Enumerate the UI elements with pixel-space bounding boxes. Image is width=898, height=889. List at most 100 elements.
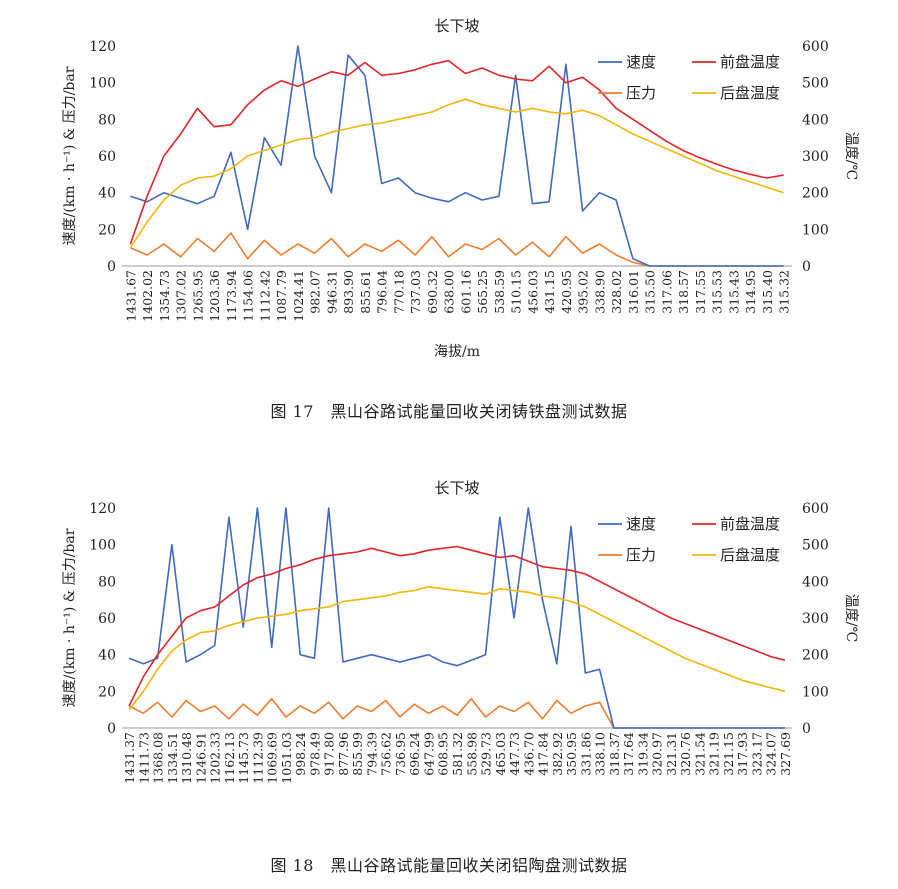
chart18-x-tick-label: 756.62 [379, 732, 394, 776]
chart18-right-tick-label: 100 [802, 684, 829, 700]
chart17-x-tick-label: 316.01 [626, 270, 641, 314]
chart18-x-tick-label: 317.64 [621, 732, 636, 776]
chart-18: 长下坡 0 20 40 60 80 100 120 0 100 200 300 400 500 600 速度/… [62, 479, 859, 784]
chart18-legend-label: 速度 [626, 515, 656, 533]
chart17-legend-label: 后盘温度 [720, 84, 780, 102]
chart18-x-tick-label: 317.93 [735, 732, 750, 776]
chart18-x-tick-label: 1368.08 [151, 732, 166, 784]
chart17-x-tick-label: 737.03 [408, 270, 423, 314]
chart18-series-front-temp-line [128, 545, 786, 707]
chart18-series-pressure-line [128, 697, 785, 729]
chart18-left-tick-label: 40 [98, 648, 116, 664]
chart18-x-tick-label: 321.54 [692, 732, 707, 776]
chart18-left-tick-label: 60 [98, 611, 116, 627]
chart18-x-tick-label: 998.24 [293, 732, 308, 776]
chart-17: 长下坡 0 20 40 60 80 100 120 0 100 200 300 400 500 600 速度/… [62, 17, 859, 360]
chart18-x-tick-label: 1202.33 [208, 732, 223, 784]
chart17-x-tick-label: 638.00 [442, 270, 457, 314]
chart18-left-tick-label: 120 [89, 501, 116, 517]
chart18-right-tick-label: 400 [802, 574, 829, 590]
chart17-right-tick-label: 400 [802, 112, 829, 128]
chart17-left-tick-label: 80 [98, 112, 116, 128]
chart17-x-tick-label: 315.50 [643, 270, 658, 314]
chart18-x-tick-label: 323.17 [749, 732, 764, 776]
chart17-left-tick-label: 100 [89, 76, 116, 92]
chart17-left-axis-label: 速度/(km · h⁻¹) & 压力/bar [62, 66, 78, 245]
chart18-left-tick-label: 100 [89, 538, 116, 554]
chart17-x-tick-label: 982.07 [308, 270, 323, 314]
chart18-title: 长下坡 [434, 479, 479, 497]
chart18-right-tick-label: 600 [802, 501, 829, 517]
chart17-x-tick-label: 1354.73 [157, 270, 172, 322]
chart17-x-tick-label: 946.31 [324, 270, 339, 314]
chart17-series-rear-temp-line [129, 98, 784, 249]
chart17-left-tick-label: 60 [98, 149, 116, 165]
chart17-x-tick-label: 1087.79 [274, 270, 289, 322]
chart18-x-tick-label: 1162.13 [222, 732, 237, 784]
chart18-x-tick-label: 318.37 [607, 732, 622, 776]
chart18-x-tick-label: 327.69 [778, 732, 793, 776]
chart18-left-tick-label: 0 [107, 721, 116, 737]
chart18-x-tick-label: 647.99 [421, 732, 436, 776]
chart17-x-tick-label: 1265.95 [190, 270, 205, 322]
chart18-x-tick-label: 321.15 [721, 732, 736, 776]
chart18-x-tick-label: 978.49 [307, 732, 322, 776]
chart18-left-tick-label: 20 [98, 684, 116, 700]
chart18-x-tick-label: 1431.37 [122, 732, 137, 784]
chart17-left-tick-label: 20 [98, 222, 116, 238]
chart17-x-tick-label: 538.59 [492, 270, 507, 314]
chart18-x-tick-label: 436.70 [521, 732, 536, 776]
chart17-x-tick-label: 395.02 [576, 270, 591, 314]
chart18-x-tick-label: 1334.51 [165, 732, 180, 784]
chart17-series-pressure-line [130, 232, 784, 267]
chart18-x-tick-label: 1411.73 [136, 732, 151, 784]
chart18-x-tick-label: 794.39 [364, 732, 379, 776]
chart18-x-tick-label: 1069.69 [265, 732, 280, 784]
chart17-x-tick-label: 690.32 [425, 270, 440, 314]
figure-17: 长下坡 0 20 40 60 80 100 120 0 100 200 300 400 500 600 速度/… [0, 0, 898, 382]
chart17-x-tick-label: 314.95 [743, 270, 758, 314]
chart18-x-tick-label: 696.24 [407, 732, 422, 776]
chart17-left-tick-label: 0 [107, 259, 116, 275]
chart18-legend-label: 前盘温度 [720, 515, 780, 533]
chart17-right-tick-label: 300 [802, 149, 829, 165]
chart17-series-speed-line [130, 45, 784, 267]
chart18-x-tick-label: 319.34 [635, 732, 650, 776]
chart17-right-tick-label: 100 [802, 222, 829, 238]
chart17-x-tick-label: 1402.02 [140, 270, 155, 322]
chart17-x-tick-label: 1431.67 [123, 270, 138, 322]
chart18-x-tick-label: 331.86 [578, 732, 593, 776]
chart17-x-tick-label: 1024.41 [291, 270, 306, 322]
chart17-series-front-temp-line [129, 59, 784, 245]
chart17-x-tick-label: 317.06 [659, 270, 674, 314]
chart18-x-tick-label: 382.92 [550, 732, 565, 776]
chart18-x-tick-label: 1145.73 [236, 732, 251, 784]
chart17-x-tick-label: 1173.94 [224, 270, 239, 322]
chart17-x-tick-label: 770.18 [391, 270, 406, 314]
chart18-x-tick-label: 877.96 [336, 732, 351, 776]
chart17-right-axis-label: 温度/℃ [843, 132, 859, 180]
chart17-x-tick-label: 456.03 [525, 270, 540, 314]
chart17-x-tick-label: 796.04 [375, 270, 390, 314]
chart18-x-tick-label: 1310.48 [179, 732, 194, 784]
chart18-x-tick-label: 320.76 [678, 732, 693, 776]
chart18-x-tick-label: 529.73 [479, 732, 494, 776]
figure-17-caption: 图 17 黑山谷路试能量回收关闭铸铁盘测试数据 [270, 402, 628, 421]
chart17-x-tick-label: 1112.42 [257, 270, 272, 322]
chart17-x-tick-label: 601.16 [458, 270, 473, 314]
chart17-x-tick-label: 1307.02 [174, 270, 189, 322]
chart17-left-tick-label: 40 [98, 186, 116, 202]
chart18-x-tick-label: 736.95 [393, 732, 408, 776]
chart18-x-tick-label: 608.95 [436, 732, 451, 776]
chart17-x-tick-label: 893.90 [341, 270, 356, 314]
chart17-x-tick-label: 510.15 [509, 270, 524, 314]
chart17-legend-label: 前盘温度 [720, 53, 780, 71]
chart17-x-tick-label: 315.43 [726, 270, 741, 314]
chart18-x-tick-label: 1112.39 [250, 732, 265, 784]
chart17-x-tick-label: 315.40 [760, 270, 775, 314]
chart18-x-tick-label: 465.03 [493, 732, 508, 776]
chart18-right-tick-label: 200 [802, 648, 829, 664]
chart18-x-tick-label: 338.10 [593, 732, 608, 776]
chart17-x-tick-label: 855.61 [358, 270, 373, 314]
chart18-x-tick-label: 324.07 [764, 732, 779, 776]
